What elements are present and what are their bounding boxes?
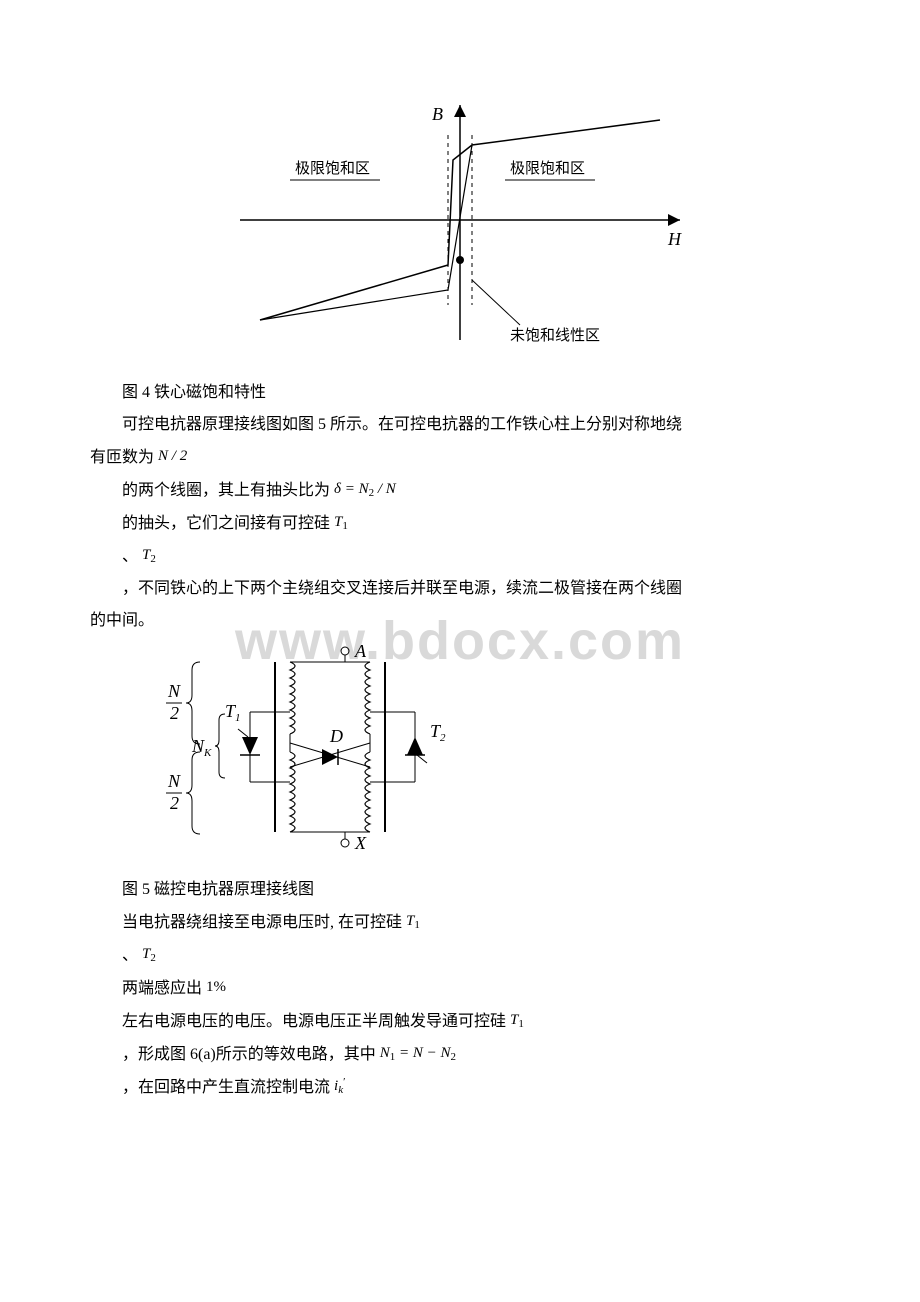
axis-b-label: B xyxy=(432,104,443,124)
para-11c: ′ xyxy=(343,1076,345,1088)
para-7b-sub: 2 xyxy=(150,952,156,964)
page-content: B H 极限饱和区 极限饱和区 未饱和线性区 图 4 铁心磁饱和特性 xyxy=(90,90,830,1104)
para-3a: 的抽头，它们之间接有可控硅 xyxy=(122,515,330,532)
para-2a: 的两个线圈，其上有抽头比为 xyxy=(122,482,330,499)
para-8a: 两端感应出 xyxy=(122,980,202,997)
para-7: 、 T2 xyxy=(90,939,830,972)
para-6b: T1 xyxy=(406,913,420,929)
para-10a: ，形成图 6(a)所示的等效电路，其中 xyxy=(122,1046,376,1063)
para-1b: 有匝数为 N / 2 xyxy=(90,441,830,474)
para-5b: 的中间。 xyxy=(90,605,830,637)
para-9: 左右电源电压的电压。电源电压正半周触发导通可控硅 T1 xyxy=(90,1005,830,1038)
para-4b: T2 xyxy=(142,547,156,563)
para-1a: 可控电抗器原理接线图如图 5 所示。在可控电抗器的工作铁心柱上分别对称地绕 xyxy=(90,409,830,441)
para-2b-main: δ = N xyxy=(334,481,369,497)
t1-label: T1 xyxy=(225,701,241,724)
para-8b: 1% xyxy=(206,979,226,995)
para-2: 的两个线圈，其上有抽头比为 δ = N2 / N xyxy=(90,474,830,507)
para-4b-sub: 2 xyxy=(150,553,156,565)
diode-d-label: D xyxy=(329,726,343,746)
figure-4: B H 极限饱和区 极限饱和区 未饱和线性区 xyxy=(90,90,830,365)
para-9b: T1 xyxy=(510,1012,524,1028)
figure-4-caption: 图 4 铁心磁饱和特性 xyxy=(90,377,830,409)
sat-right-label: 极限饱和区 xyxy=(510,160,585,177)
para-1c-formula: N / 2 xyxy=(158,448,187,464)
para-11a: ，在回路中产生直流控制电流 xyxy=(122,1079,330,1096)
bh-curve-diagram: B H 极限饱和区 极限饱和区 未饱和线性区 xyxy=(200,90,720,360)
para-3: 的抽头，它们之间接有可控硅 T1 xyxy=(90,507,830,540)
para-4a: 、 xyxy=(122,548,138,565)
para-9b-sub: 1 xyxy=(518,1018,524,1030)
n-over-2-bot-den: 2 xyxy=(170,793,179,813)
figure-5-caption: 图 5 磁控电抗器原理接线图 xyxy=(90,874,830,906)
sat-left-label: 极限饱和区 xyxy=(295,160,370,177)
para-2c: / N xyxy=(374,481,396,497)
para-8: 两端感应出 1% xyxy=(90,972,830,1005)
unsat-label: 未饱和线性区 xyxy=(510,327,600,344)
para-11: ，在回路中产生直流控制电流 ik′ xyxy=(90,1071,830,1104)
para-1b-text: 有匝数为 xyxy=(90,449,154,466)
para-6b-sub: 1 xyxy=(414,919,420,931)
para-10b: N1 = N − N2 xyxy=(380,1045,456,1061)
para-3b-sub: 1 xyxy=(342,520,348,532)
t2-label: T2 xyxy=(430,721,446,744)
n-over-2-top-den: 2 xyxy=(170,703,179,723)
axis-h-label: H xyxy=(667,229,682,249)
para-7a: 、 xyxy=(122,947,138,964)
nk-label: NK xyxy=(191,736,212,759)
reactor-wiring-diagram: A X xyxy=(130,637,490,857)
terminal-x: X xyxy=(354,833,367,853)
figure-5: A X xyxy=(90,637,830,862)
para-2b: δ = N2 / N xyxy=(334,481,396,497)
para-5a: ，不同铁心的上下两个主绕组交叉连接后并联至电源，续流二极管接在两个线圈 xyxy=(90,573,830,605)
para-10c: = N − N xyxy=(395,1045,450,1061)
para-10b-main: N xyxy=(380,1045,390,1061)
para-3b: T1 xyxy=(334,514,348,530)
para-6a: 当电抗器绕组接至电源电压时, 在可控硅 xyxy=(122,914,402,931)
para-9a: 左右电源电压的电压。电源电压正半周触发导通可控硅 xyxy=(122,1013,506,1030)
para-6: 当电抗器绕组接至电源电压时, 在可控硅 T1 xyxy=(90,906,830,939)
n-over-2-bot: N xyxy=(167,771,181,791)
para-10c-sub: 2 xyxy=(451,1051,457,1063)
n-over-2-top: N xyxy=(167,681,181,701)
para-7b: T2 xyxy=(142,946,156,962)
para-10: ，形成图 6(a)所示的等效电路，其中 N1 = N − N2 xyxy=(90,1038,830,1071)
terminal-a: A xyxy=(354,641,367,661)
para-4: 、 T2 xyxy=(90,540,830,573)
para-11b: ik′ xyxy=(334,1078,345,1094)
